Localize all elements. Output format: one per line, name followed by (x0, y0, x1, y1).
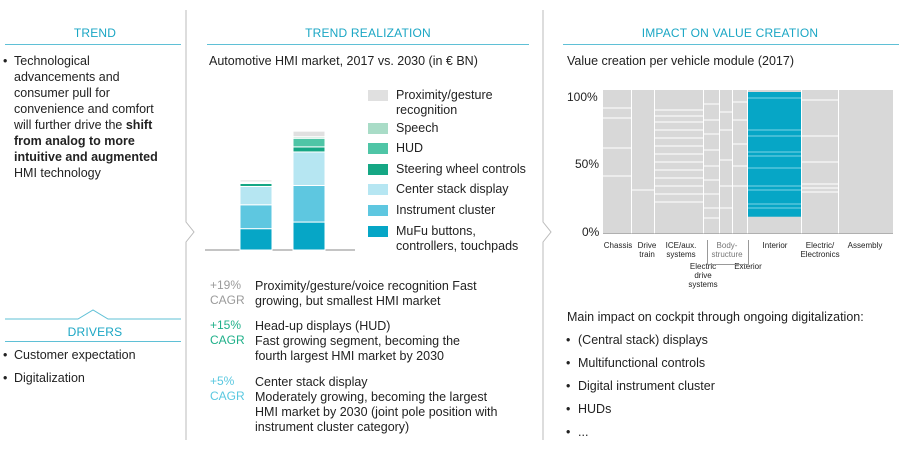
growth-text: Center stack display (255, 375, 368, 389)
impact-subtitle: Value creation per vehicle module (2017) (567, 54, 794, 68)
bar-segment (239, 186, 273, 206)
bar-segment (239, 228, 273, 251)
legend-swatch (368, 226, 388, 237)
growth-pct: +15% (210, 318, 242, 332)
growth-text: instrument cluster category) (255, 420, 410, 434)
impact-item: ... (565, 425, 588, 439)
module-column (720, 90, 732, 234)
y-tick-50: 50% (575, 157, 600, 171)
impact-header: IMPACT ON VALUE CREATION (641, 26, 819, 40)
legend-label: Steering wheel controls (396, 162, 526, 176)
bar-segment (292, 151, 326, 186)
trend-header-rule (5, 44, 181, 45)
growth-text: HMI market by 2030 (joint pole position … (255, 405, 498, 419)
column-separator-right (542, 10, 552, 440)
driver-item: Customer expectation (3, 347, 136, 363)
growth-pct: +5% (210, 374, 235, 388)
bar-segment (292, 146, 326, 153)
impact-item: Digital instrument cluster (566, 379, 715, 393)
bar-segment (292, 130, 326, 138)
growth-text: Proximity/gesture/voice recognition Fast (255, 279, 477, 293)
growth-cagr: CAGR (210, 333, 245, 347)
module-column (839, 90, 893, 234)
growth-pct: +19% (210, 278, 242, 292)
x-label-electric: Electric drive systems (688, 262, 718, 289)
drivers-header: DRIVERS (67, 325, 123, 339)
drivers-rule (5, 341, 181, 342)
legend-swatch (368, 205, 388, 216)
realization-subtitle: Automotive HMI market, 2017 vs. 2030 (in… (209, 54, 478, 68)
impact-header-rule (563, 44, 899, 45)
module-column (704, 90, 719, 234)
growth-text: growing, but smallest HMI market (255, 294, 441, 308)
legend-swatch (368, 164, 388, 175)
trend-header: TREND (73, 26, 117, 40)
legend-label: MuFu buttons, controllers, touchpads (396, 224, 519, 253)
module-column (603, 90, 631, 234)
bar-segment (292, 184, 326, 223)
x-label-ice: ICE/aux. systems (665, 241, 697, 259)
x-label-exterior: Exterior (734, 262, 762, 271)
x-label-interior: Interior (762, 241, 788, 250)
legend-swatch (368, 90, 388, 101)
x-label-assembly: Assembly (847, 241, 883, 250)
x-label-electric-el: Electric/ Electronics (800, 241, 840, 259)
legend-swatch (368, 143, 388, 154)
legend-swatch (368, 123, 388, 134)
hmi-market-chart (205, 130, 355, 251)
y-tick-0: 0% (582, 225, 600, 239)
legend-label: Center stack display (396, 182, 509, 196)
y-tick-100: 100% (567, 90, 598, 104)
growth-text: Head-up displays (HUD) (255, 319, 391, 333)
interior-highlight (748, 92, 801, 217)
drivers-header-rule (5, 308, 181, 320)
legend-swatch (368, 184, 388, 195)
legend-label: Proximity/gesture recognition (396, 88, 493, 117)
legend-label: HUD (396, 141, 424, 155)
value-creation-chart (603, 90, 893, 234)
legend-label: Speech (396, 121, 439, 135)
x-label-body: Body- structure (711, 241, 743, 259)
growth-text: Fast growing segment, becoming the (255, 334, 460, 348)
impact-item: HUDs (566, 402, 611, 416)
column-separator-left (185, 10, 195, 440)
growth-cagr: CAGR (210, 293, 245, 307)
bar-segment (292, 221, 326, 251)
body-structure-bracket (707, 240, 749, 265)
impact-item: (Central stack) displays (566, 333, 708, 347)
drivers-divider-shape (5, 309, 181, 320)
realization-header: TREND REALIZATION (305, 26, 431, 40)
module-column (632, 90, 654, 234)
legend-label: Instrument cluster (396, 203, 496, 217)
x-label-drive-train: Drive train (637, 241, 657, 259)
realization-header-rule (207, 44, 529, 45)
growth-text: fourth largest HMI market by 2030 (255, 349, 444, 363)
impact-main-text: Main impact on cockpit through ongoing d… (567, 310, 864, 324)
trend-text-bold: shift from analog to more intuitive and … (14, 118, 158, 164)
growth-text: Moderately growing, becoming the largest (255, 390, 488, 404)
bar-segment (239, 204, 273, 230)
module-column (733, 90, 747, 234)
trend-text: • Technological advancements and consume… (3, 54, 158, 180)
x-label-chassis: Chassis (603, 241, 633, 250)
trend-bullet: • (3, 54, 8, 68)
impact-item: Multifunctional controls (566, 356, 705, 370)
growth-cagr: CAGR (210, 389, 245, 403)
driver-item: Digitalization (3, 370, 85, 386)
bar-segment (292, 137, 326, 148)
bar-segment (239, 179, 273, 183)
